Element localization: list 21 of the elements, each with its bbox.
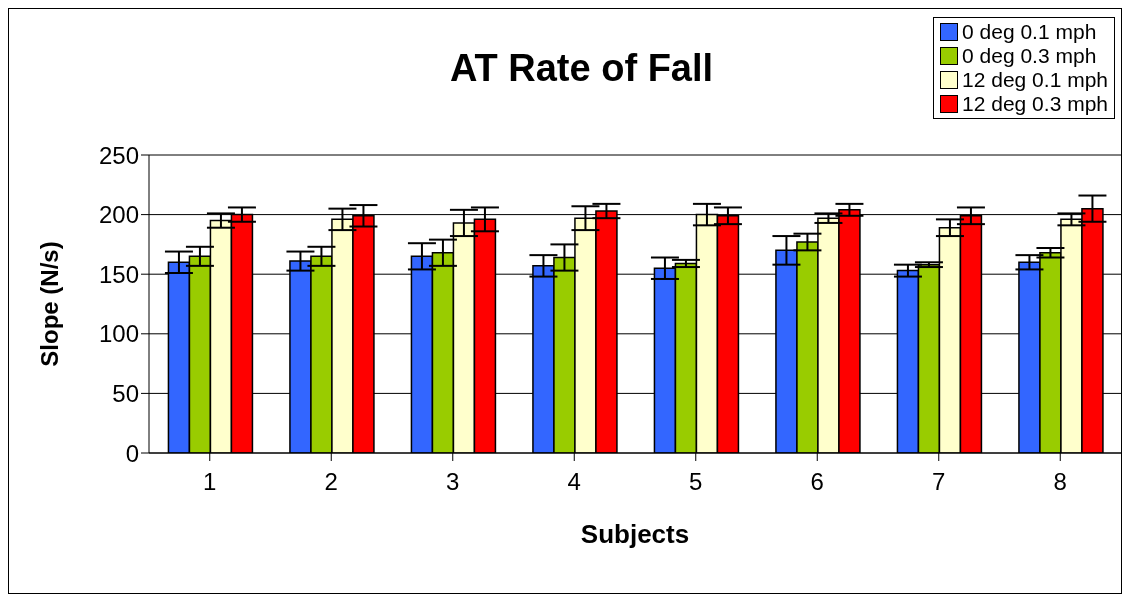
- y-tick-label: 0: [125, 439, 139, 467]
- x-tick-label: 8: [1053, 468, 1067, 496]
- legend-label: 0 deg 0.1 mph: [962, 20, 1097, 44]
- y-tick-label: 250: [98, 141, 139, 169]
- y-tick-label: 50: [112, 379, 139, 407]
- x-tick-label: 3: [446, 468, 460, 496]
- chart-title: AT Rate of Fall: [449, 47, 714, 89]
- legend-label: 12 deg 0.3 mph: [962, 92, 1108, 116]
- x-tick-label: 5: [689, 468, 703, 496]
- legend-label: 0 deg 0.3 mph: [962, 44, 1097, 68]
- x-tick-label: 1: [203, 468, 217, 496]
- legend-label: 12 deg 0.1 mph: [962, 68, 1108, 92]
- x-tick-label: 6: [810, 468, 824, 496]
- x-tick-label: 4: [567, 468, 581, 496]
- y-tick-label: 150: [98, 260, 139, 288]
- x-tick-label: 2: [324, 468, 338, 496]
- x-axis-title: Subjects: [580, 519, 690, 549]
- x-tick-label: 7: [932, 468, 946, 496]
- y-axis-title: Slope (N/s): [35, 241, 63, 367]
- y-tick-label: 200: [98, 201, 139, 229]
- y-tick-label: 100: [98, 320, 139, 348]
